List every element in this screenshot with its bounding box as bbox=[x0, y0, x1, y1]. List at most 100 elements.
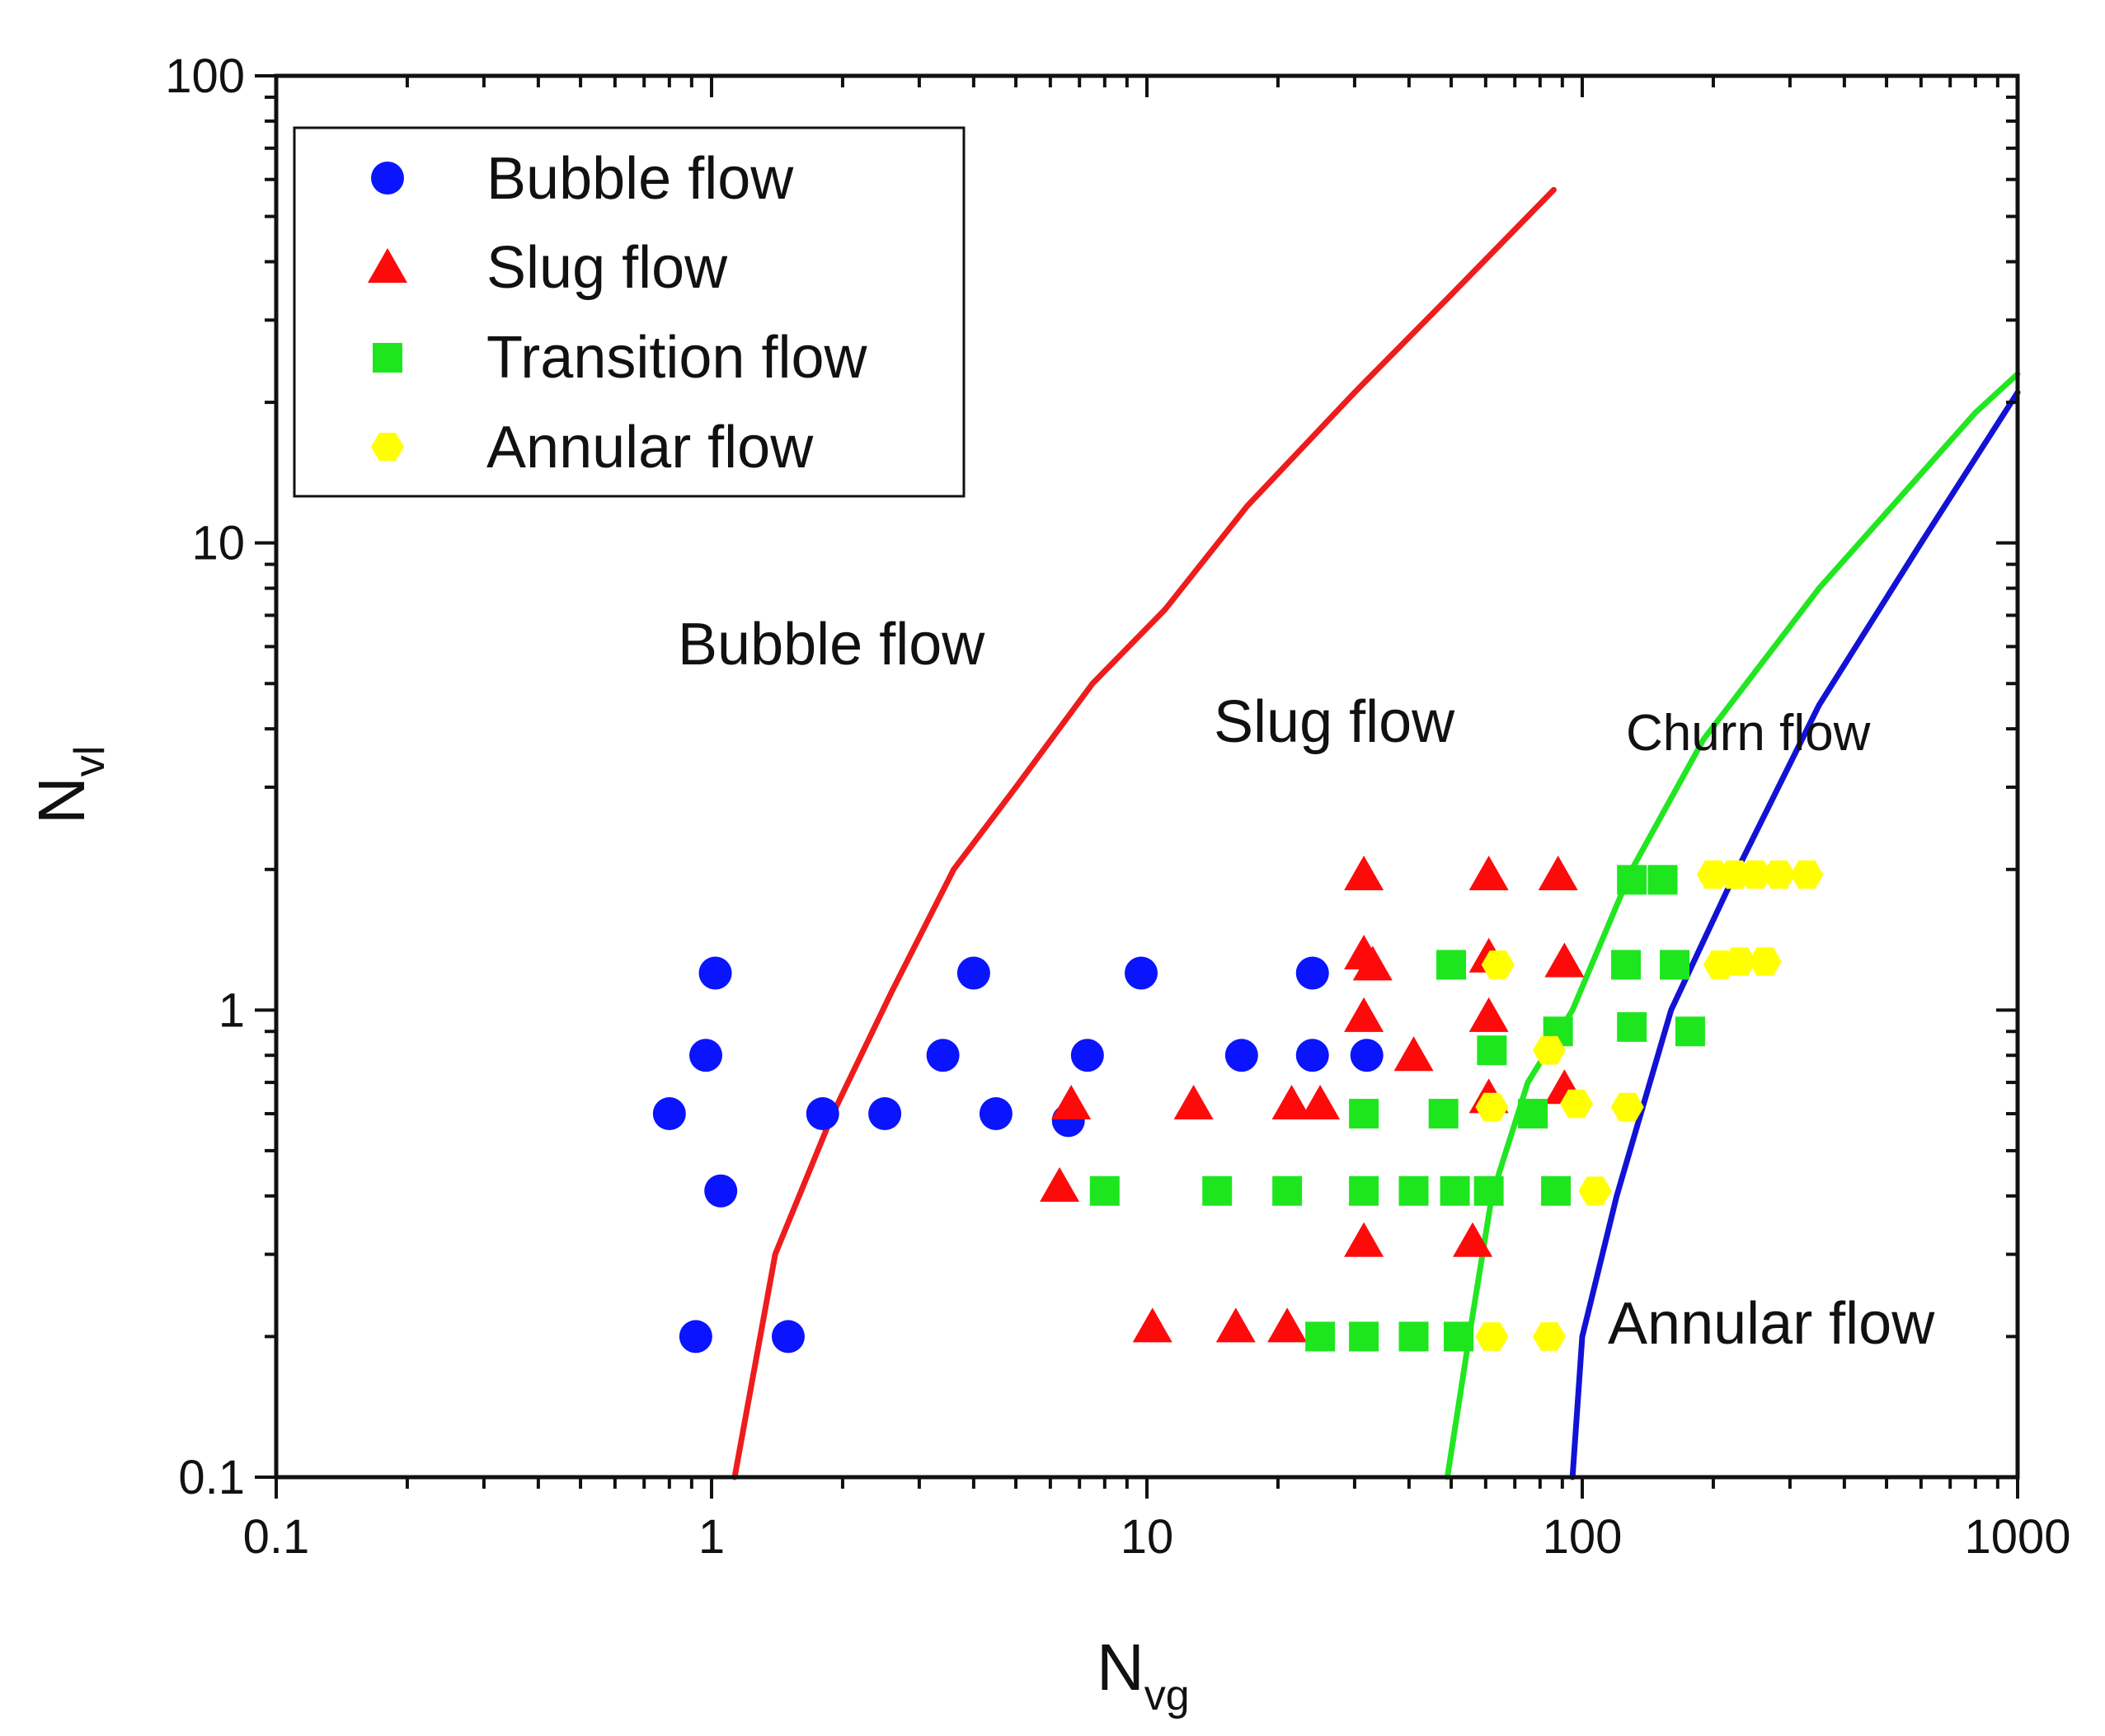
y-tick-label: 0.1 bbox=[178, 1451, 245, 1504]
slug-flow-point bbox=[1544, 942, 1585, 978]
transition-flow-point bbox=[1272, 1175, 1303, 1206]
legend-item-annular: Annular flow bbox=[371, 415, 814, 481]
slug-flow-point bbox=[1051, 1085, 1092, 1120]
y-axis-title-sub: vl bbox=[66, 746, 114, 777]
transition-flow-point bbox=[1440, 1175, 1470, 1206]
legend-marker-bubble bbox=[371, 162, 404, 195]
transition-flow-point bbox=[1398, 1175, 1429, 1206]
transition-flow-point bbox=[1518, 1099, 1548, 1129]
annular-flow-point bbox=[1748, 947, 1782, 976]
annular-flow-point bbox=[1481, 950, 1515, 979]
bubble-flow-point bbox=[771, 1320, 805, 1354]
annular-flow-point bbox=[1560, 1089, 1593, 1119]
annular-flow-point bbox=[1475, 1322, 1509, 1351]
legend-label-annular: Annular flow bbox=[486, 415, 814, 481]
slug-flow-point bbox=[1453, 1222, 1493, 1257]
slug-flow-point bbox=[1468, 997, 1509, 1032]
bubble-flow-point bbox=[1070, 1039, 1104, 1072]
bubble-flow-point bbox=[956, 956, 990, 990]
x-tick-label: 100 bbox=[1543, 1510, 1623, 1564]
transition-flow-point bbox=[1305, 1321, 1336, 1352]
annular-flow-point bbox=[1475, 1092, 1509, 1122]
region-label-annular: Annular flow bbox=[1608, 1291, 1935, 1357]
legend-label-slug: Slug flow bbox=[486, 235, 728, 301]
annular-flow-point bbox=[1578, 1176, 1612, 1206]
annular-flow-point bbox=[1696, 860, 1730, 889]
transition-flow-point bbox=[1349, 1321, 1379, 1352]
bubble-flow-point bbox=[698, 956, 732, 990]
transition-flow-point bbox=[1202, 1175, 1233, 1206]
bubble-flow-point bbox=[689, 1039, 723, 1072]
x-axis-title-main: N bbox=[1097, 1630, 1144, 1704]
region-label-slug: Slug flow bbox=[1214, 689, 1455, 755]
slug-flow-point bbox=[1267, 1307, 1308, 1343]
annular-flow-point bbox=[1533, 1322, 1566, 1351]
y-tick-label: 1 bbox=[218, 983, 245, 1037]
y-axis-title-main: N bbox=[25, 777, 98, 824]
transition-flow-point bbox=[1477, 1035, 1507, 1066]
bubble-flow-point bbox=[1350, 1039, 1384, 1072]
annular-flow-point bbox=[1739, 860, 1773, 889]
legend-marker-slug bbox=[368, 248, 407, 283]
x-tick-label: 10 bbox=[1121, 1510, 1174, 1564]
transition-flow-point bbox=[1089, 1175, 1120, 1206]
transition-flow-point bbox=[1617, 865, 1647, 895]
x-axis-title: Nvg bbox=[1097, 1630, 1190, 1720]
slug-flow-point bbox=[1040, 1166, 1080, 1202]
legend: Bubble flow Slug flow Transition flow An… bbox=[293, 126, 966, 498]
legend-item-bubble: Bubble flow bbox=[371, 146, 794, 212]
x-tick-label: 1 bbox=[698, 1510, 725, 1564]
transition-flow-point bbox=[1428, 1099, 1459, 1129]
bubble-flow-point bbox=[1295, 956, 1329, 990]
transition-flow-point bbox=[1473, 1175, 1504, 1206]
data-points bbox=[652, 855, 1824, 1354]
bubble-flow-point bbox=[868, 1097, 902, 1131]
transition-flow-point bbox=[1647, 865, 1678, 895]
legend-item-transition: Transition flow bbox=[373, 325, 868, 391]
x-tick-label: 1000 bbox=[1964, 1510, 2070, 1564]
slug-flow-point bbox=[1344, 855, 1384, 890]
region-labels: Bubble flow Slug flow Churn flow Annular… bbox=[678, 612, 1935, 1357]
x-tick-label: 0.1 bbox=[243, 1510, 310, 1564]
annular-flow-point bbox=[1533, 1035, 1566, 1065]
slug-flow-point bbox=[1173, 1085, 1214, 1120]
boundary-lines bbox=[731, 186, 2021, 1480]
annular-flow-point bbox=[1610, 1092, 1644, 1122]
slug-flow-point bbox=[1344, 997, 1384, 1032]
axis-titles: Nvg Nvl bbox=[25, 746, 1190, 1720]
x-axis-title-sub: vg bbox=[1144, 1672, 1190, 1720]
legend-label-transition: Transition flow bbox=[486, 325, 868, 391]
annular-flow-point bbox=[1717, 860, 1751, 889]
annular-flow-point bbox=[1790, 860, 1824, 889]
y-tick-label: 10 bbox=[191, 517, 245, 570]
bubble-flow-point bbox=[1224, 1039, 1258, 1072]
slug-flow-point bbox=[1344, 1222, 1384, 1257]
bubble-flow-point bbox=[806, 1097, 839, 1131]
bubble-flow-point bbox=[979, 1097, 1013, 1131]
transition-flow-point bbox=[1541, 1175, 1572, 1206]
bubble-flow-point bbox=[679, 1320, 712, 1354]
transition-flow-point bbox=[1444, 1321, 1474, 1352]
y-tick-label: 100 bbox=[165, 49, 245, 103]
churn-annular-boundary bbox=[1569, 389, 2021, 1480]
legend-item-slug: Slug flow bbox=[368, 235, 728, 301]
slug-flow-point bbox=[1393, 1036, 1434, 1072]
legend-label-bubble: Bubble flow bbox=[486, 146, 794, 212]
slug-flow-point bbox=[1538, 855, 1578, 890]
legend-marker-transition bbox=[373, 343, 402, 373]
bubble-flow-point bbox=[926, 1039, 960, 1072]
transition-flow-point bbox=[1617, 1011, 1647, 1042]
transition-flow-point bbox=[1660, 950, 1690, 980]
annular-flow-point bbox=[1762, 860, 1796, 889]
slug-flow-point bbox=[1300, 1085, 1341, 1120]
transition-flow-point bbox=[1610, 950, 1641, 980]
region-label-bubble: Bubble flow bbox=[678, 612, 985, 678]
annular-flow-point bbox=[1723, 947, 1756, 976]
y-axis-title: Nvl bbox=[25, 746, 114, 824]
slug-flow-point bbox=[1132, 1307, 1172, 1343]
bubble-flow-point bbox=[1295, 1039, 1329, 1072]
region-label-churn: Churn flow bbox=[1626, 705, 1871, 762]
slug-flow-point bbox=[1468, 855, 1509, 890]
transition-flow-point bbox=[1349, 1175, 1379, 1206]
